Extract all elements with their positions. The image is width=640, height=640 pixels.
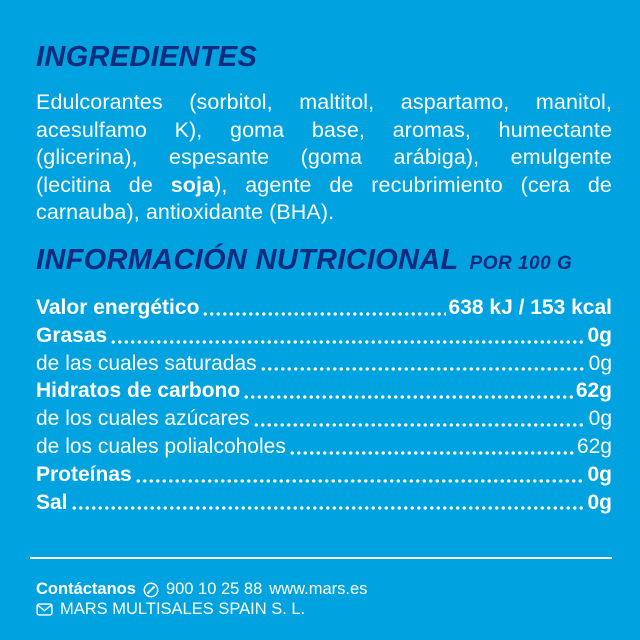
ingredients-line-segment: ), agente de recubrimiento (cera de [214, 172, 612, 197]
phone-number: 900 10 25 88 [165, 580, 263, 598]
nutrition-row-energy: Valor energético 638 kJ / 153 kcal [36, 294, 612, 322]
nutrition-value: 0g [587, 490, 612, 514]
nutrition-row-polyols: de los cuales polialcoholes 62g [36, 433, 612, 461]
nutrition-row-salt: Sal 0g [36, 489, 612, 517]
nutrition-table: Valor energético 638 kJ / 153 kcal Grasa… [36, 294, 612, 516]
nutrition-title: INFORMACIÓN NUTRICIONAL [36, 244, 459, 276]
dotted-leader [259, 367, 586, 372]
nutrition-value: 0g [588, 351, 612, 375]
dotted-leader [110, 339, 585, 344]
ingredients-line: carnauba), antioxidante (BHA). [36, 200, 335, 225]
nutrition-row-carbohydrate: Hidratos de carbono 62g [36, 377, 612, 405]
nutrition-row-sugars: de los cuales azúcares 0g [36, 405, 612, 433]
nutrition-label: Sal [36, 490, 68, 514]
nutrition-label: Grasas [36, 323, 108, 347]
nutrition-label: Proteínas [36, 462, 132, 486]
ingredients-line: (glicerina), espesante (goma arábiga), e… [36, 145, 612, 170]
nutrition-value: 62g [576, 434, 612, 458]
nutrition-value: 0g [588, 407, 612, 431]
nutrition-value: 638 kJ / 153 kcal [448, 296, 612, 319]
ingredients-line: (lecitina de soja), agente de recubrimie… [36, 172, 612, 200]
dotted-leader [70, 506, 585, 511]
nutrition-value: 62g [575, 379, 612, 403]
nutrition-label: Hidratos de carbono [36, 379, 241, 403]
nutrition-row-protein: Proteínas 0g [36, 461, 612, 489]
contact-label: Contáctanos [36, 580, 136, 598]
company-name: MARS MULTISALES SPAIN S. L. [60, 600, 306, 618]
dotted-leader [202, 311, 446, 316]
ingredients-text: Edulcorantes (sorbitol, maltitol, aspart… [36, 89, 612, 227]
website-url: www.mars.es [269, 580, 368, 598]
nutrition-row-fat: Grasas 0g [36, 322, 612, 350]
dotted-leader [288, 450, 574, 455]
ingredients-title: INGREDIENTES [36, 41, 258, 73]
envelope-icon [36, 603, 53, 616]
footer-contact-line: Contáctanos 900 10 25 88 www.mars.es [36, 580, 612, 599]
nutrition-value: 0g [587, 323, 612, 347]
nutrition-label: de las cuales saturadas [36, 351, 257, 375]
nutrition-subtitle: POR 100 G [469, 253, 573, 274]
ingredients-line: acesulfamo K), goma base, aromas, humect… [36, 117, 612, 142]
divider-line [30, 557, 612, 559]
dotted-leader [252, 422, 586, 427]
nutrition-label: Valor energético [36, 296, 200, 319]
nutrition-title-row: INFORMACIÓN NUTRICIONAL POR 100 G [36, 245, 612, 276]
nutrition-value: 0g [587, 462, 612, 486]
nutrition-label: de los cuales polialcoholes [36, 434, 286, 458]
allergen-soja: soja [170, 172, 215, 197]
nutrition-label: de los cuales azúcares [36, 407, 250, 431]
ingredients-line-segment: (lecitina de [36, 172, 153, 197]
footer-company-line: MARS MULTISALES SPAIN S. L. [36, 600, 612, 619]
phone-icon [143, 582, 159, 598]
dotted-leader [243, 395, 573, 400]
nutrition-row-saturates: de las cuales saturadas 0g [36, 350, 612, 378]
dotted-leader [134, 478, 585, 483]
ingredients-line: Edulcorantes (sorbitol, maltitol, aspart… [36, 90, 612, 114]
